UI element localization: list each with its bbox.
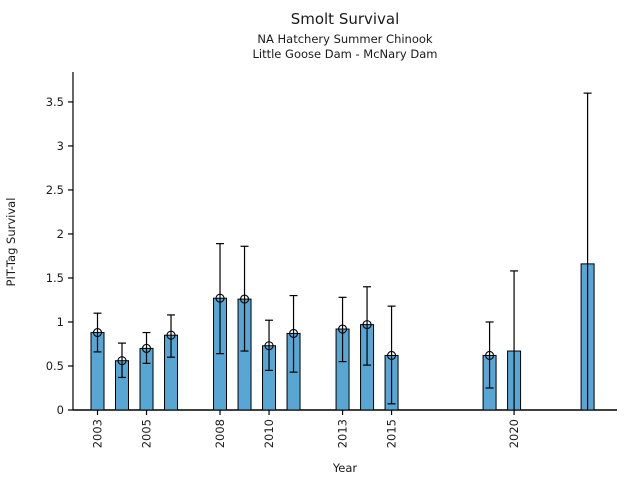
marker-2009 <box>239 294 250 304</box>
marker-2005 <box>141 343 152 353</box>
marker-2019 <box>485 350 495 360</box>
marker-2015 <box>387 350 397 360</box>
marker-2013 <box>337 324 348 334</box>
x-tick-label: 2003 <box>91 419 105 448</box>
y-tick-label: 0 <box>57 403 64 417</box>
marker-2008 <box>215 293 225 303</box>
chart-title: Smolt Survival <box>290 10 400 28</box>
x-tick-label: 2015 <box>385 419 399 448</box>
x-tick-label: 2013 <box>336 419 350 448</box>
marker-2014 <box>362 320 372 330</box>
x-tick-label: 2005 <box>140 419 154 448</box>
x-axis-label: Year <box>332 461 358 475</box>
chart-subtitle-stock: NA Hatchery Summer Chinook <box>257 32 433 46</box>
x-tick-label: 2008 <box>213 419 227 448</box>
marker-2011 <box>288 328 299 338</box>
x-tick-label: 2010 <box>262 419 276 448</box>
y-tick-label: 2.5 <box>46 183 64 197</box>
y-tick-label: 2 <box>57 227 64 241</box>
y-tick-label: 3 <box>57 139 64 153</box>
marker-2010 <box>264 341 274 351</box>
x-tick-label: 2020 <box>507 419 521 448</box>
y-tick-label: 3.5 <box>46 95 64 109</box>
y-tick-label: 0.5 <box>46 359 64 373</box>
marker-2006 <box>166 330 176 340</box>
y-tick-label: 1 <box>57 315 64 329</box>
y-tick-label: 1.5 <box>46 271 64 285</box>
marker-2004 <box>117 356 127 366</box>
marker-2003 <box>92 327 103 338</box>
chart-subtitle-reach: Little Goose Dam - McNary Dam <box>252 47 438 61</box>
y-axis-label: PIT-Tag Survival <box>4 197 18 287</box>
